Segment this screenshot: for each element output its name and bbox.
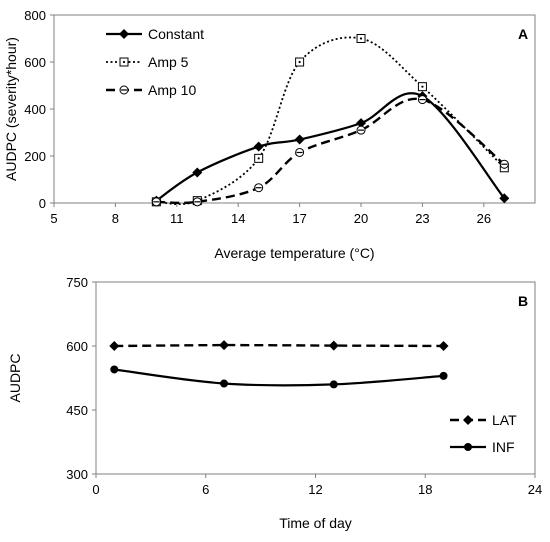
data-point-amp-5 — [254, 153, 264, 163]
panel-a-chart: 5 8 11 14 17 20 23 26 0 200 400 600 800 Average tempe… — [3, 8, 536, 261]
data-point-amp-10 — [192, 197, 202, 207]
data-point-lat — [438, 341, 449, 351]
y-tick-label: 600 — [66, 339, 88, 354]
data-point-lat — [109, 341, 120, 351]
data-point-amp-5-dot — [421, 85, 424, 88]
data-point-amp-5-dot — [298, 60, 301, 64]
data-point-inf — [110, 365, 119, 374]
x-tick-label: 11 — [170, 211, 184, 226]
y-tick-label: 400 — [24, 102, 46, 117]
x-tick-label: 17 — [292, 211, 306, 226]
legend-marker — [119, 57, 129, 67]
x-tick-label: 18 — [418, 482, 432, 497]
legend-marker-dot — [122, 60, 126, 64]
data-point-amp-10 — [254, 183, 264, 193]
data-point-constant — [192, 167, 203, 178]
legend-marker — [464, 443, 472, 451]
legend-label: LAT — [492, 412, 517, 428]
legend-marker — [119, 85, 129, 95]
data-point-amp-10 — [499, 159, 509, 169]
data-point-amp-10 — [417, 95, 427, 105]
x-tick-label: 14 — [231, 211, 245, 226]
legend-label: INF — [492, 439, 515, 455]
y-tick-label: 450 — [66, 403, 88, 418]
data-point-amp-5 — [295, 57, 305, 67]
legend-marker — [463, 415, 473, 425]
x-tick-label: 8 — [112, 211, 119, 226]
data-point-amp-10 — [356, 125, 366, 135]
data-point-amp-5-dot — [359, 37, 363, 40]
data-point-inf — [329, 380, 338, 389]
x-tick-label: 0 — [92, 482, 99, 497]
x-axis-label: Average temperature (°C) — [214, 245, 374, 261]
series-line-constant — [155, 92, 506, 202]
x-tick-label: 26 — [477, 211, 491, 226]
legend-label: Amp 10 — [148, 82, 196, 98]
x-tick-label: 23 — [415, 211, 429, 226]
data-point-inf — [220, 379, 229, 388]
legend-label: Amp 5 — [148, 54, 189, 70]
y-axis-label: AUDPC (severity*hour) — [3, 37, 19, 181]
x-tick-label: 6 — [202, 482, 209, 497]
series-line-amp-10 — [156, 97, 506, 205]
series-line-amp-5 — [156, 36, 505, 206]
data-point-amp-5 — [356, 34, 366, 43]
data-point-constant — [294, 134, 305, 145]
y-tick-label: 200 — [24, 149, 46, 164]
data-point-inf — [439, 371, 448, 380]
legend-marker — [119, 29, 129, 39]
data-point-amp-5-dot — [257, 157, 260, 160]
panel-label: A — [518, 26, 528, 42]
data-point-constant — [356, 118, 367, 129]
x-tick-label: 12 — [308, 482, 322, 497]
x-tick-label: 20 — [354, 211, 368, 226]
series-line-lat — [114, 343, 444, 348]
data-point-constant — [253, 141, 264, 152]
data-point-amp-10 — [295, 147, 305, 157]
y-tick-label: 300 — [66, 467, 88, 482]
legend: LAT INF — [450, 412, 517, 455]
data-point-amp-10 — [151, 197, 161, 207]
data-point-lat — [328, 340, 339, 351]
panel-b-chart: 0 6 12 18 24 300 450 600 750 Time of day AUDPC B LAT… — [7, 275, 542, 531]
data-point-amp-5 — [417, 82, 427, 92]
y-tick-label: 800 — [24, 8, 46, 23]
plot-area-border — [53, 14, 536, 204]
legend: Constant Amp 5 Amp 10 — [106, 26, 204, 98]
x-tick-label: 24 — [528, 482, 542, 497]
data-point-lat — [219, 340, 230, 351]
y-tick-label: 0 — [39, 196, 46, 211]
y-axis-label: AUDPC — [7, 353, 23, 402]
panel-label: B — [518, 293, 528, 309]
x-axis-label: Time of day — [279, 515, 352, 531]
series-line-inf — [114, 368, 444, 387]
data-point-constant — [499, 193, 510, 204]
y-tick-label: 750 — [66, 275, 88, 290]
x-tick-label: 5 — [50, 211, 57, 226]
legend-label: Constant — [148, 26, 204, 42]
y-tick-label: 600 — [24, 55, 46, 70]
